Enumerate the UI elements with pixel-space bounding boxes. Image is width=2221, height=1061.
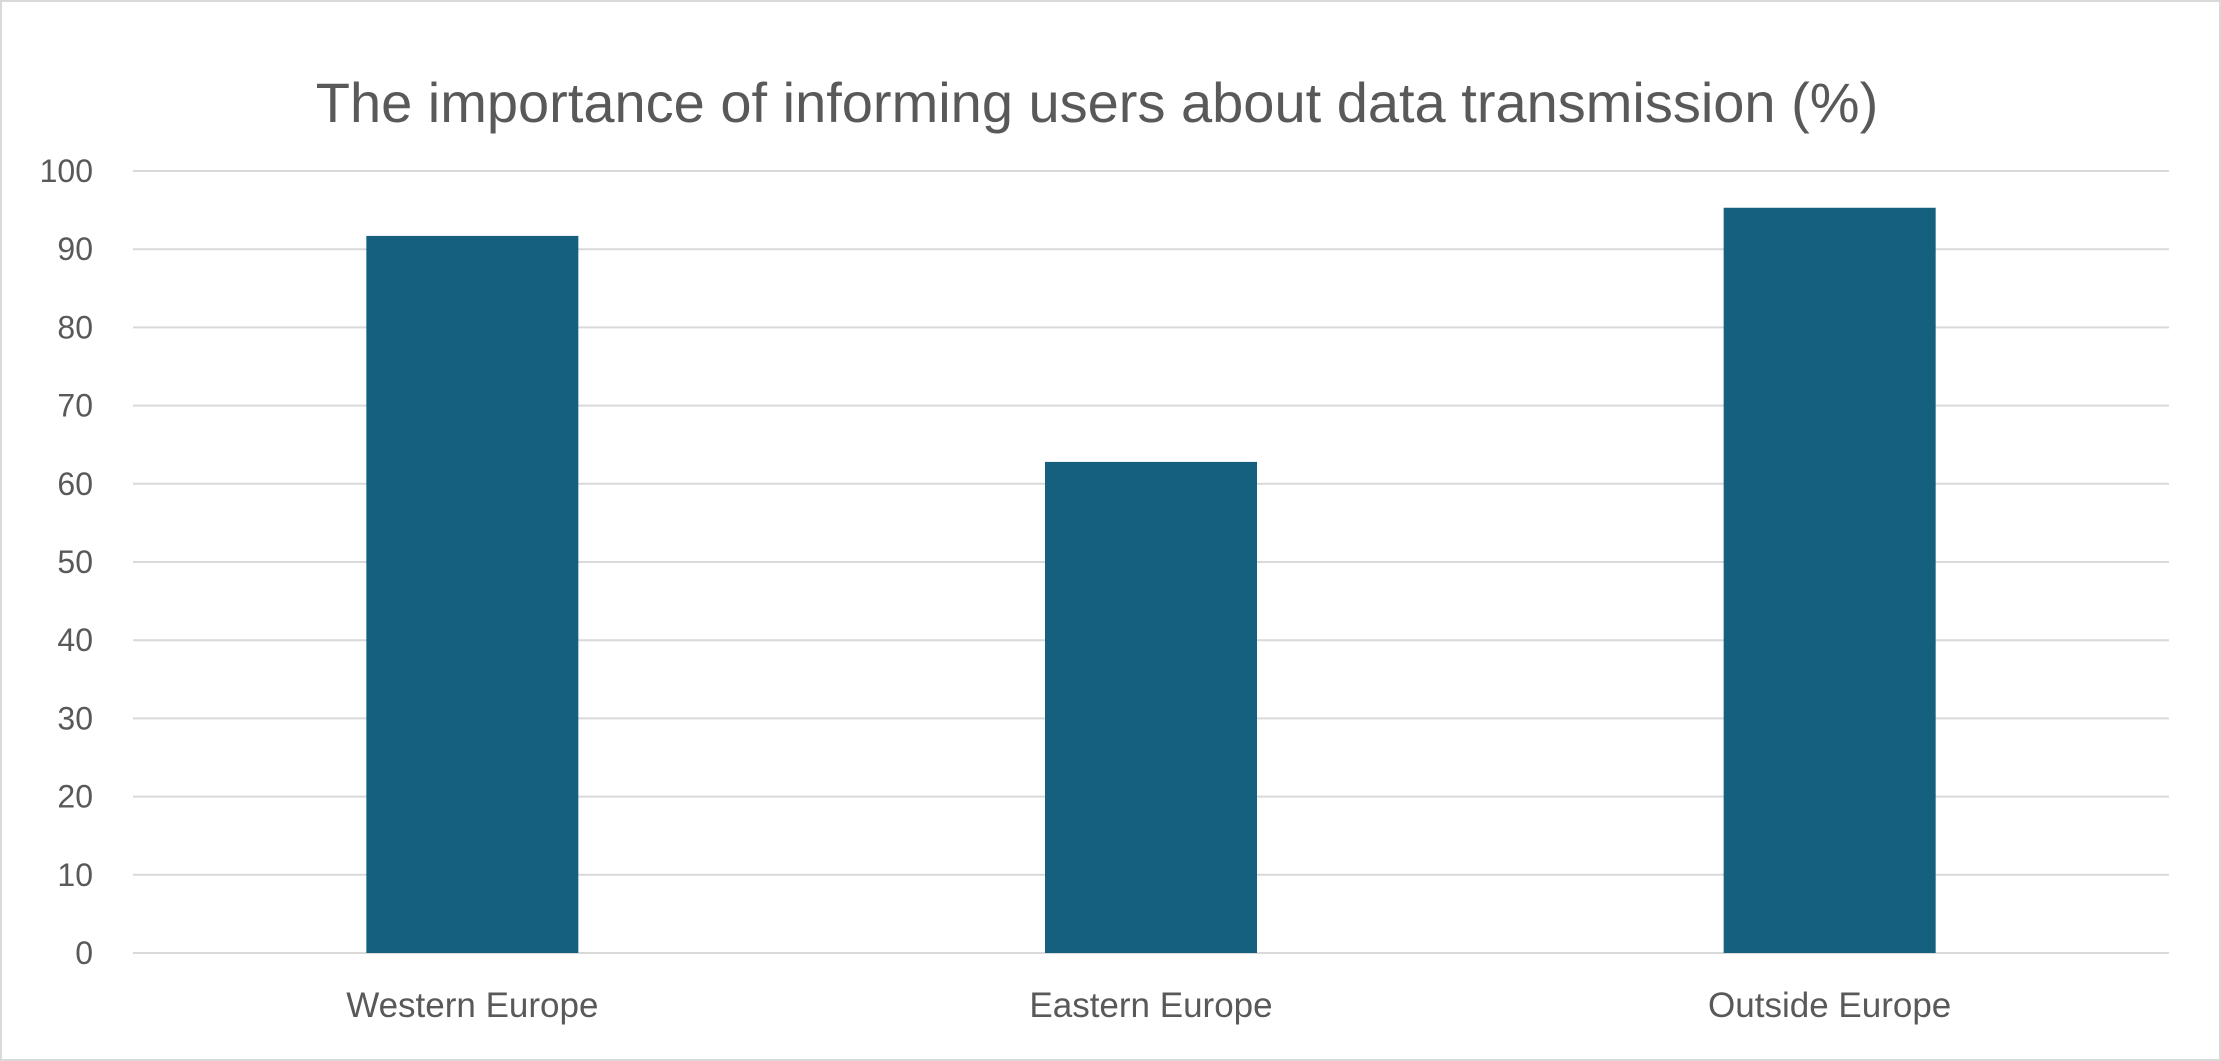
- bar: [1723, 207, 1936, 953]
- bar: [1045, 461, 1257, 953]
- chart-title: The importance of informing users about …: [316, 71, 1878, 134]
- y-tick-label: 90: [57, 231, 93, 267]
- x-category-label: Eastern Europe: [1029, 986, 1272, 1025]
- y-tick-label: 0: [75, 935, 93, 971]
- y-tick-label: 40: [57, 622, 93, 658]
- y-tick-label: 100: [40, 153, 93, 189]
- x-category-label: Western Europe: [346, 986, 598, 1025]
- y-tick-label: 10: [57, 857, 93, 893]
- bars: [366, 207, 1936, 953]
- y-tick-label: 80: [57, 309, 93, 345]
- y-tick-label: 60: [57, 466, 93, 502]
- y-tick-label: 30: [57, 700, 93, 736]
- y-tick-label: 20: [57, 779, 93, 815]
- y-tick-label: 50: [57, 544, 93, 580]
- x-category-label: Outside Europe: [1708, 986, 1951, 1025]
- y-tick-label: 70: [57, 388, 93, 424]
- y-axis-ticks: 0 10 20 30 40 50 60 70 80 90 100: [40, 153, 93, 971]
- bar: [366, 235, 579, 953]
- x-axis-labels: Western Europe Eastern Europe Outside Euro…: [346, 986, 1951, 1025]
